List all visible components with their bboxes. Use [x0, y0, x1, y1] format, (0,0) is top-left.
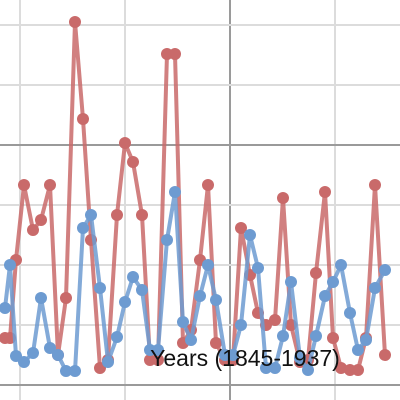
data-point: [0, 302, 11, 314]
data-point: [77, 222, 89, 234]
data-point: [310, 330, 322, 342]
x-axis-label: Years (1845-1937): [150, 345, 340, 371]
data-point: [210, 337, 222, 349]
data-point: [369, 282, 381, 294]
data-point: [379, 349, 391, 361]
data-point: [335, 259, 347, 271]
data-point: [269, 314, 281, 326]
data-point: [44, 342, 56, 354]
data-point: [177, 316, 189, 328]
data-point: [161, 234, 173, 246]
data-point: [136, 209, 148, 221]
data-point: [294, 352, 306, 364]
data-point: [352, 344, 364, 356]
data-point: [85, 209, 97, 221]
data-point: [269, 362, 281, 374]
data-point: [27, 347, 39, 359]
data-point: [210, 294, 222, 306]
data-point: [319, 290, 331, 302]
data-point: [335, 362, 347, 374]
data-point: [202, 259, 214, 271]
data-point: [202, 179, 214, 191]
data-point: [119, 296, 131, 308]
data-point: [194, 290, 206, 302]
data-point: [94, 282, 106, 294]
data-point: [136, 284, 148, 296]
data-point: [260, 362, 272, 374]
data-point: [379, 264, 391, 276]
data-point: [52, 349, 64, 361]
data-point: [111, 331, 123, 343]
data-point: [169, 48, 181, 60]
data-point: [102, 356, 114, 368]
data-point: [327, 276, 339, 288]
data-point: [60, 292, 72, 304]
data-point: [235, 222, 247, 234]
data-point: [127, 156, 139, 168]
plot: [0, 16, 391, 377]
data-point: [69, 365, 81, 377]
data-point: [4, 259, 16, 271]
data-point: [27, 224, 39, 236]
data-point: [252, 262, 264, 274]
data-point: [277, 330, 289, 342]
data-point: [35, 214, 47, 226]
data-point: [327, 332, 339, 344]
data-point: [285, 276, 297, 288]
data-point: [152, 354, 164, 366]
data-point: [227, 349, 239, 361]
data-point: [77, 113, 89, 125]
data-point: [44, 179, 56, 191]
data-point: [277, 192, 289, 204]
data-point: [360, 334, 372, 346]
data-point: [69, 16, 81, 28]
data-point: [185, 334, 197, 346]
data-point: [344, 307, 356, 319]
data-point: [319, 186, 331, 198]
data-point: [152, 344, 164, 356]
data-point: [111, 209, 123, 221]
data-point: [127, 271, 139, 283]
data-point: [244, 229, 256, 241]
data-point: [18, 179, 30, 191]
data-point: [169, 186, 181, 198]
data-point: [60, 365, 72, 377]
data-point: [352, 364, 364, 376]
data-point: [235, 319, 247, 331]
data-point: [369, 179, 381, 191]
data-point: [18, 356, 30, 368]
data-point: [310, 267, 322, 279]
data-point: [119, 137, 131, 149]
data-point: [302, 364, 314, 376]
data-point: [35, 292, 47, 304]
